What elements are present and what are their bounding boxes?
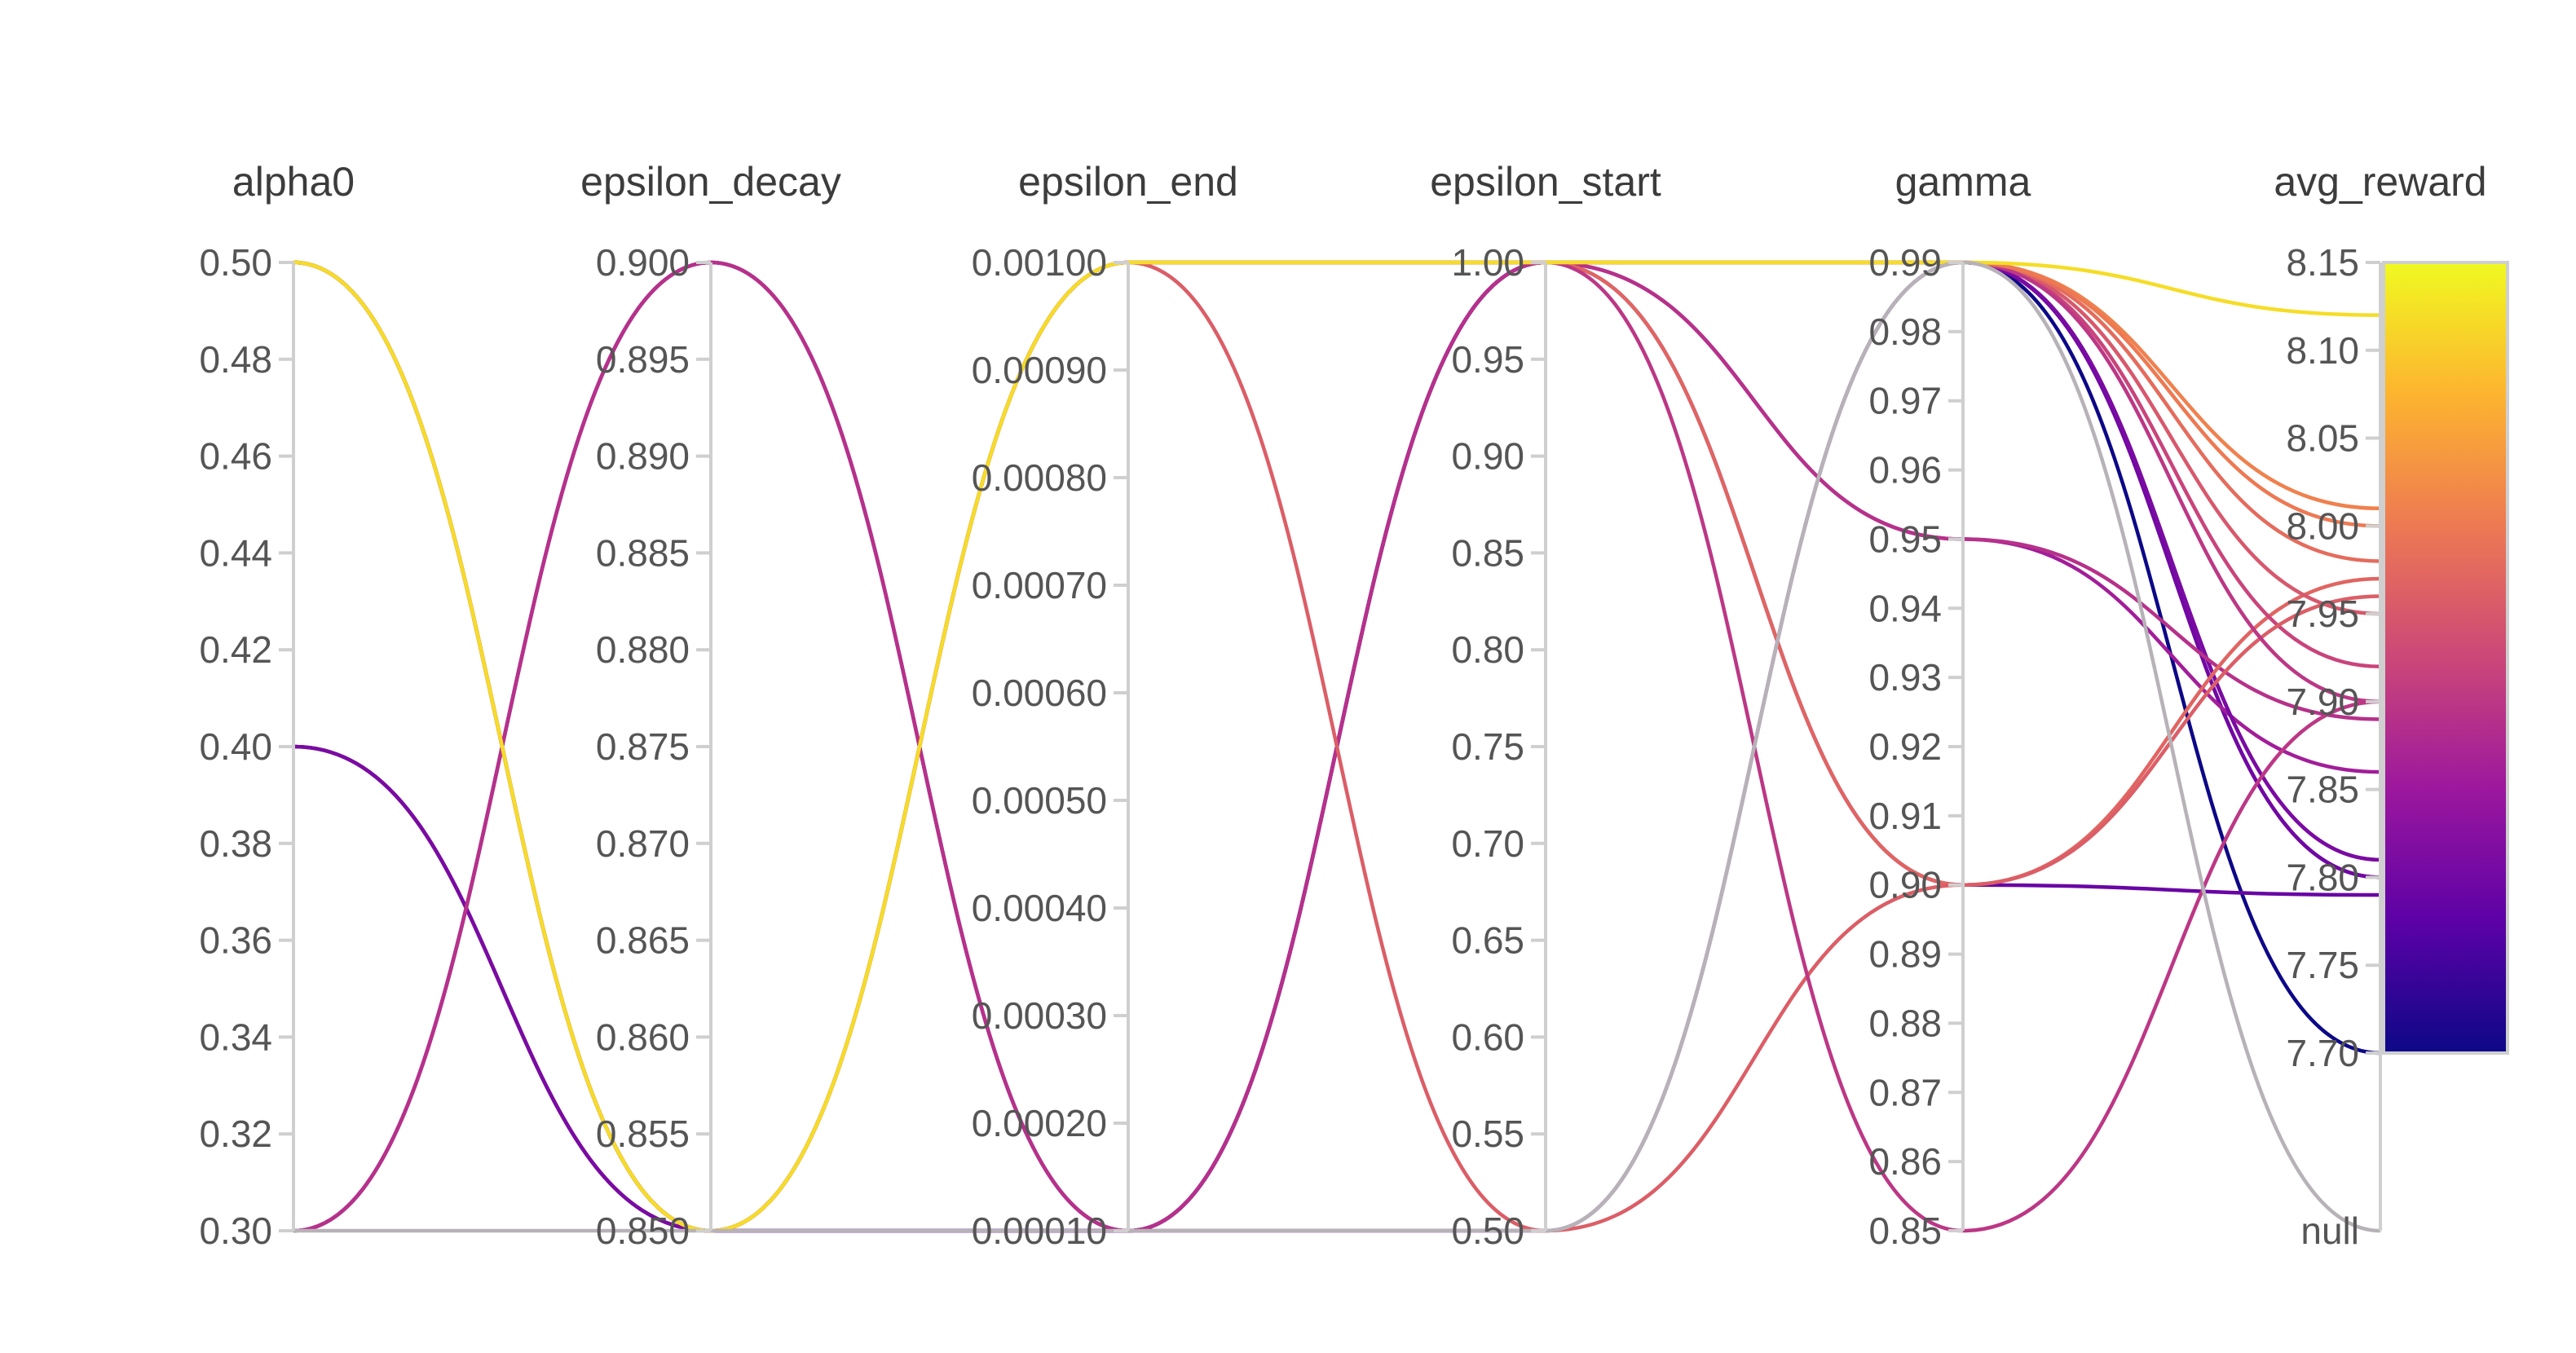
tick-label: 0.95 bbox=[1868, 518, 1942, 560]
tick-label: 0.00010 bbox=[972, 1210, 1107, 1252]
tick-label: 0.95 bbox=[1451, 338, 1524, 381]
tick-label: 0.88 bbox=[1868, 1002, 1942, 1044]
tick-label: 0.885 bbox=[596, 531, 690, 574]
tick-label: 0.86 bbox=[1868, 1140, 1942, 1183]
tick-label: 0.50 bbox=[1451, 1210, 1524, 1252]
axis-title-gamma: gamma bbox=[1895, 159, 2031, 205]
tick-label: 0.34 bbox=[199, 1016, 272, 1058]
tick-label: 0.55 bbox=[1451, 1113, 1524, 1155]
tick-label: 0.870 bbox=[596, 822, 690, 865]
tick-label: 0.85 bbox=[1868, 1210, 1942, 1252]
tick-label: 0.38 bbox=[199, 822, 272, 865]
tick-label: 0.32 bbox=[199, 1113, 272, 1155]
axis-gamma: gamma 0.85 0.86 0.87 0.88 0.89 0.90 0.91 0.92 0.9… bbox=[1868, 159, 2031, 1252]
tick-label: 0.00070 bbox=[972, 564, 1107, 606]
tick-label: 8.15 bbox=[2286, 241, 2359, 284]
tick-label: 0.91 bbox=[1868, 795, 1942, 837]
tick-label: 0.46 bbox=[199, 435, 272, 478]
axis-title-alpha0: alpha0 bbox=[232, 159, 355, 205]
tick-label: 0.900 bbox=[596, 241, 690, 284]
tick-label: 0.97 bbox=[1868, 380, 1942, 422]
tick-label: 7.95 bbox=[2286, 593, 2359, 635]
tick-label: 0.60 bbox=[1451, 1016, 1524, 1058]
colorbar-frame bbox=[2382, 261, 2509, 1055]
axis-title-epsilon_decay: epsilon_decay bbox=[580, 159, 841, 205]
axis-avg_reward: avg_reward 7.70 7.75 7.80 7.85 7.90 7.95 8.00 8.… bbox=[2274, 159, 2486, 1252]
tick-label: 0.98 bbox=[1868, 311, 1942, 353]
tick-label: 0.85 bbox=[1451, 531, 1524, 574]
series-line-19 bbox=[293, 260, 2381, 1233]
tick-label: 7.85 bbox=[2286, 769, 2359, 811]
tick-label: 0.890 bbox=[596, 435, 690, 478]
tick-label: 0.44 bbox=[199, 531, 272, 574]
tick-label: 0.42 bbox=[199, 628, 272, 671]
tick-label: 0.92 bbox=[1868, 725, 1942, 768]
tick-label: 0.36 bbox=[199, 919, 272, 962]
tick-label: 0.00050 bbox=[972, 779, 1107, 822]
tick-label: 0.00060 bbox=[972, 672, 1107, 714]
tick-label: 0.80 bbox=[1451, 628, 1524, 671]
axis-alpha0: alpha0 0.30 0.32 0.34 0.36 0.38 0.40 0.42 0.44 0.… bbox=[199, 159, 355, 1252]
tick-label: 1.00 bbox=[1451, 241, 1524, 284]
axis-title-epsilon_end: epsilon_end bbox=[1018, 159, 1238, 205]
tick-label: 0.90 bbox=[1868, 864, 1942, 906]
axis-epsilon_end: epsilon_end 0.00010 0.00020 0.00030 0.00040 0… bbox=[972, 159, 1238, 1252]
tick-label: 0.865 bbox=[596, 919, 690, 962]
colorbar-gradient bbox=[2384, 262, 2508, 1053]
tick-label: 0.00040 bbox=[972, 887, 1107, 929]
tick-label: 0.89 bbox=[1868, 933, 1942, 976]
tick-label: 0.65 bbox=[1451, 919, 1524, 962]
tick-label: 0.90 bbox=[1451, 435, 1524, 478]
tick-label: 0.94 bbox=[1868, 587, 1942, 629]
tick-label: 8.05 bbox=[2286, 417, 2359, 460]
series-line-8 bbox=[293, 260, 2381, 1233]
tick-label: 7.80 bbox=[2286, 856, 2359, 898]
tick-label: 0.875 bbox=[596, 725, 690, 768]
tick-label: 0.70 bbox=[1451, 822, 1524, 865]
tick-label: 0.30 bbox=[199, 1210, 272, 1252]
tick-label: 0.96 bbox=[1868, 449, 1942, 491]
tick-label: 8.00 bbox=[2286, 505, 2359, 547]
tick-label: 0.855 bbox=[596, 1113, 690, 1155]
tick-label: 0.860 bbox=[596, 1016, 690, 1058]
axis-title-epsilon_start: epsilon_start bbox=[1430, 159, 1661, 205]
tick-label: 0.850 bbox=[596, 1210, 690, 1252]
axis-title-avg_reward: avg_reward bbox=[2274, 159, 2486, 205]
tick-label: 0.40 bbox=[199, 725, 272, 768]
tick-label: 0.87 bbox=[1868, 1071, 1942, 1113]
tick-label: 0.93 bbox=[1868, 656, 1942, 699]
tick-label: 0.00080 bbox=[972, 456, 1107, 499]
tick-label: 0.00100 bbox=[972, 241, 1107, 284]
colorbar bbox=[2382, 261, 2509, 1055]
tick-label: 0.00030 bbox=[972, 994, 1107, 1037]
null-label: null bbox=[2300, 1210, 2359, 1252]
axes: alpha0 0.30 0.32 0.34 0.36 0.38 0.40 0.42 0.44 0.… bbox=[199, 159, 2486, 1252]
axis-epsilon_start: epsilon_start 0.50 0.55 0.60 0.65 0.70 0.75 0.8… bbox=[1430, 159, 1661, 1252]
tick-label: 0.75 bbox=[1451, 725, 1524, 768]
tick-label: 0.00020 bbox=[972, 1102, 1107, 1144]
tick-label: 8.10 bbox=[2286, 329, 2359, 372]
tick-label: 0.880 bbox=[596, 628, 690, 671]
tick-label: 0.00090 bbox=[972, 349, 1107, 391]
axis-epsilon_decay: epsilon_decay 0.850 0.855 0.860 0.865 0.870 0.… bbox=[580, 159, 841, 1252]
tick-label: 7.90 bbox=[2286, 681, 2359, 723]
tick-label: 7.70 bbox=[2286, 1032, 2359, 1074]
tick-label: 0.895 bbox=[596, 338, 690, 381]
tick-label: 0.99 bbox=[1868, 241, 1942, 284]
tick-label: 7.75 bbox=[2286, 944, 2359, 986]
tick-label: 0.48 bbox=[199, 338, 272, 381]
tick-label: 0.50 bbox=[199, 241, 272, 284]
